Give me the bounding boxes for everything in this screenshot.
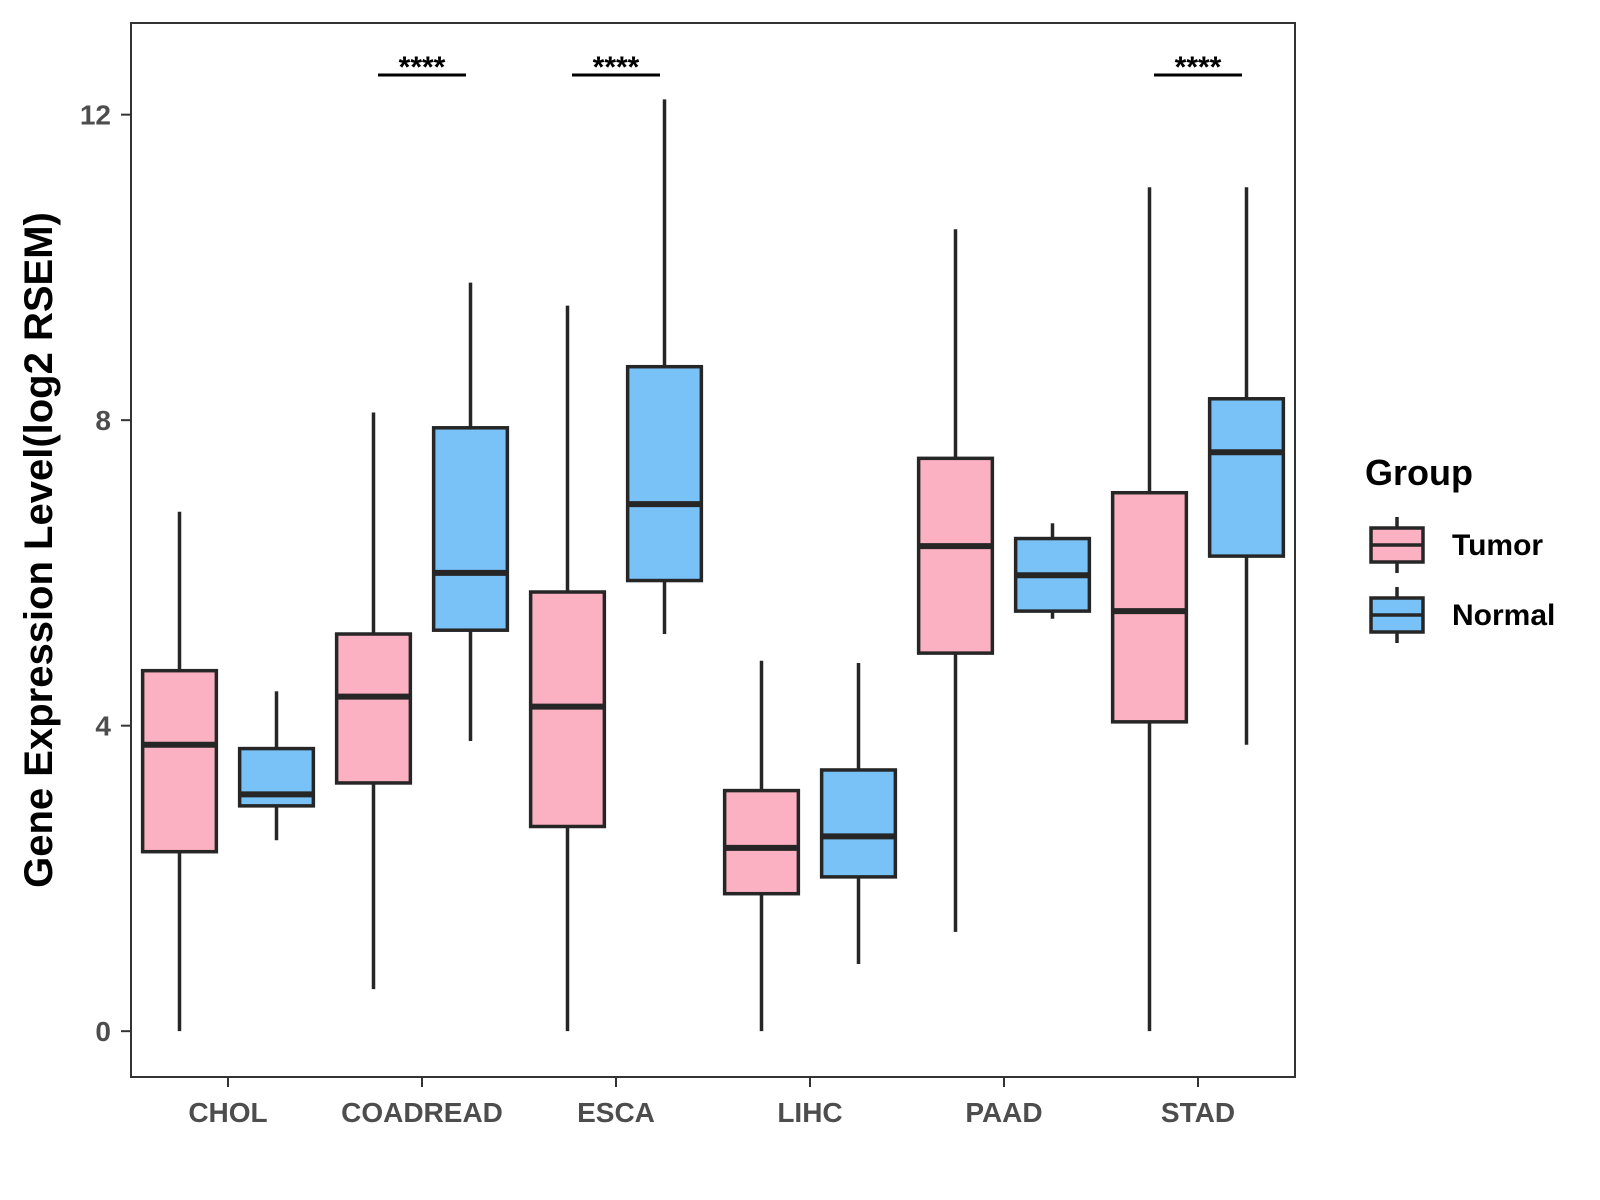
y-axis: 0 4 8 12 [80, 100, 131, 1047]
box-stad-tumor [1110, 187, 1189, 1032]
x-axis: CHOL COADREAD ESCA LIHC PAAD STAD [188, 1077, 1235, 1128]
box-iqr [722, 788, 801, 896]
box-stad-normal [1207, 187, 1286, 745]
y-axis-title: Gene Expression Level(log2 RSEM) [17, 212, 61, 888]
legend: Group Tumor Normal [1365, 452, 1555, 643]
box-esca-normal [625, 99, 704, 635]
panel-border [130, 22, 1296, 1078]
box-iqr [1110, 490, 1189, 724]
legend-label: Tumor [1452, 529, 1543, 562]
box-iqr [334, 632, 413, 785]
box-chol-normal [237, 691, 316, 841]
significance-label: **** [399, 51, 446, 84]
x-tick-label: COADREAD [341, 1097, 503, 1128]
boxes-layer [140, 99, 1286, 1032]
significance-layer: **** **** **** [378, 51, 1242, 84]
x-tick-label: LIHC [777, 1097, 842, 1128]
y-tick-label: 4 [95, 711, 111, 742]
box-esca-tumor [528, 305, 607, 1032]
legend-key-tumor [1369, 517, 1425, 573]
x-tick-label: ESCA [577, 1097, 655, 1128]
box-coadread-tumor [334, 412, 413, 990]
box-paad-normal [1013, 523, 1092, 619]
legend-label: Normal [1452, 599, 1555, 632]
box-paad-tumor [916, 229, 995, 932]
x-tick-label: CHOL [188, 1097, 267, 1128]
box-coadread-normal [431, 282, 510, 741]
box-lihc-tumor [722, 660, 801, 1032]
x-tick-label: PAAD [965, 1097, 1042, 1128]
y-tick-label: 0 [95, 1016, 111, 1047]
box-iqr [916, 456, 995, 655]
box-iqr [1207, 397, 1286, 558]
box-iqr [625, 364, 704, 583]
box-iqr [819, 768, 898, 879]
legend-title: Group [1365, 452, 1473, 493]
box-chol-tumor [140, 511, 219, 1032]
box-iqr [431, 426, 510, 632]
box-iqr [140, 668, 219, 854]
significance-label: **** [593, 51, 640, 84]
legend-key-normal [1369, 587, 1425, 643]
y-tick-label: 8 [95, 405, 111, 436]
box-lihc-normal [819, 663, 898, 964]
x-tick-label: STAD [1161, 1097, 1235, 1128]
significance-label: **** [1175, 51, 1222, 84]
y-tick-label: 12 [80, 100, 111, 131]
